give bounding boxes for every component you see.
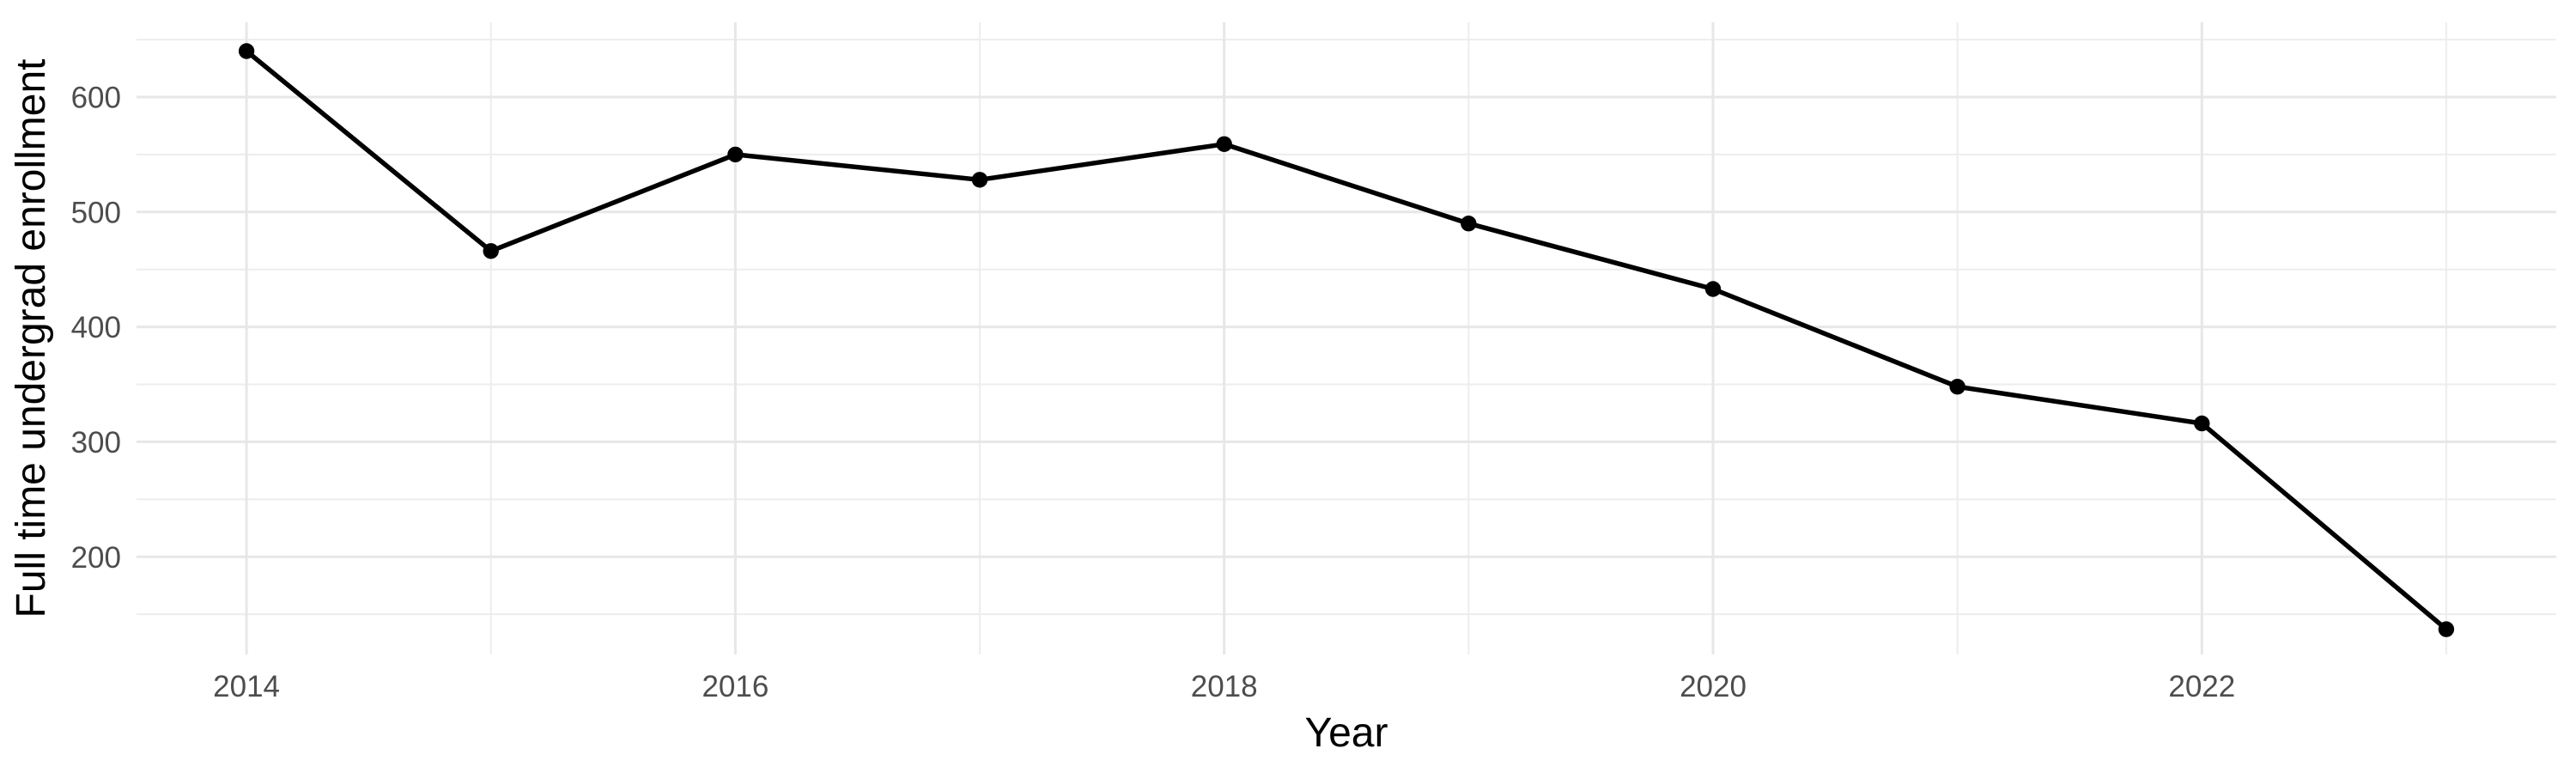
x-tick-label: 2022 <box>2168 670 2235 703</box>
x-tick-label: 2018 <box>1191 670 1258 703</box>
y-tick-label: 500 <box>71 196 121 229</box>
y-tick-label: 600 <box>71 82 121 115</box>
y-axis-title: Full time undergrad enrollment <box>9 59 54 618</box>
x-tick-label: 2020 <box>1680 670 1747 703</box>
data-point <box>1461 216 1477 232</box>
data-point <box>727 146 744 163</box>
x-tick-label: 2014 <box>213 670 280 703</box>
x-axis-title: Year <box>1305 710 1388 756</box>
y-tick-label: 300 <box>71 426 121 460</box>
data-point <box>1949 379 1965 395</box>
data-point <box>2194 415 2210 432</box>
data-point <box>2438 621 2455 637</box>
data-point <box>971 172 988 188</box>
data-point <box>1704 281 1722 297</box>
data-point <box>483 243 499 259</box>
x-tick-label: 2016 <box>702 670 769 703</box>
grid-major-layer <box>137 22 2556 654</box>
grid-minor-layer <box>137 22 2556 654</box>
data-point <box>1216 136 1232 152</box>
y-tick-labels-layer: 200 300 400 500 600 <box>71 82 121 575</box>
y-tick-label: 200 <box>71 541 121 575</box>
trend-line <box>244 48 2449 632</box>
y-tick-label: 400 <box>71 311 121 344</box>
data-point <box>238 43 255 59</box>
x-tick-labels-layer: 2014 2016 2018 2020 2022 <box>213 670 2235 703</box>
series-layer <box>238 43 2455 637</box>
